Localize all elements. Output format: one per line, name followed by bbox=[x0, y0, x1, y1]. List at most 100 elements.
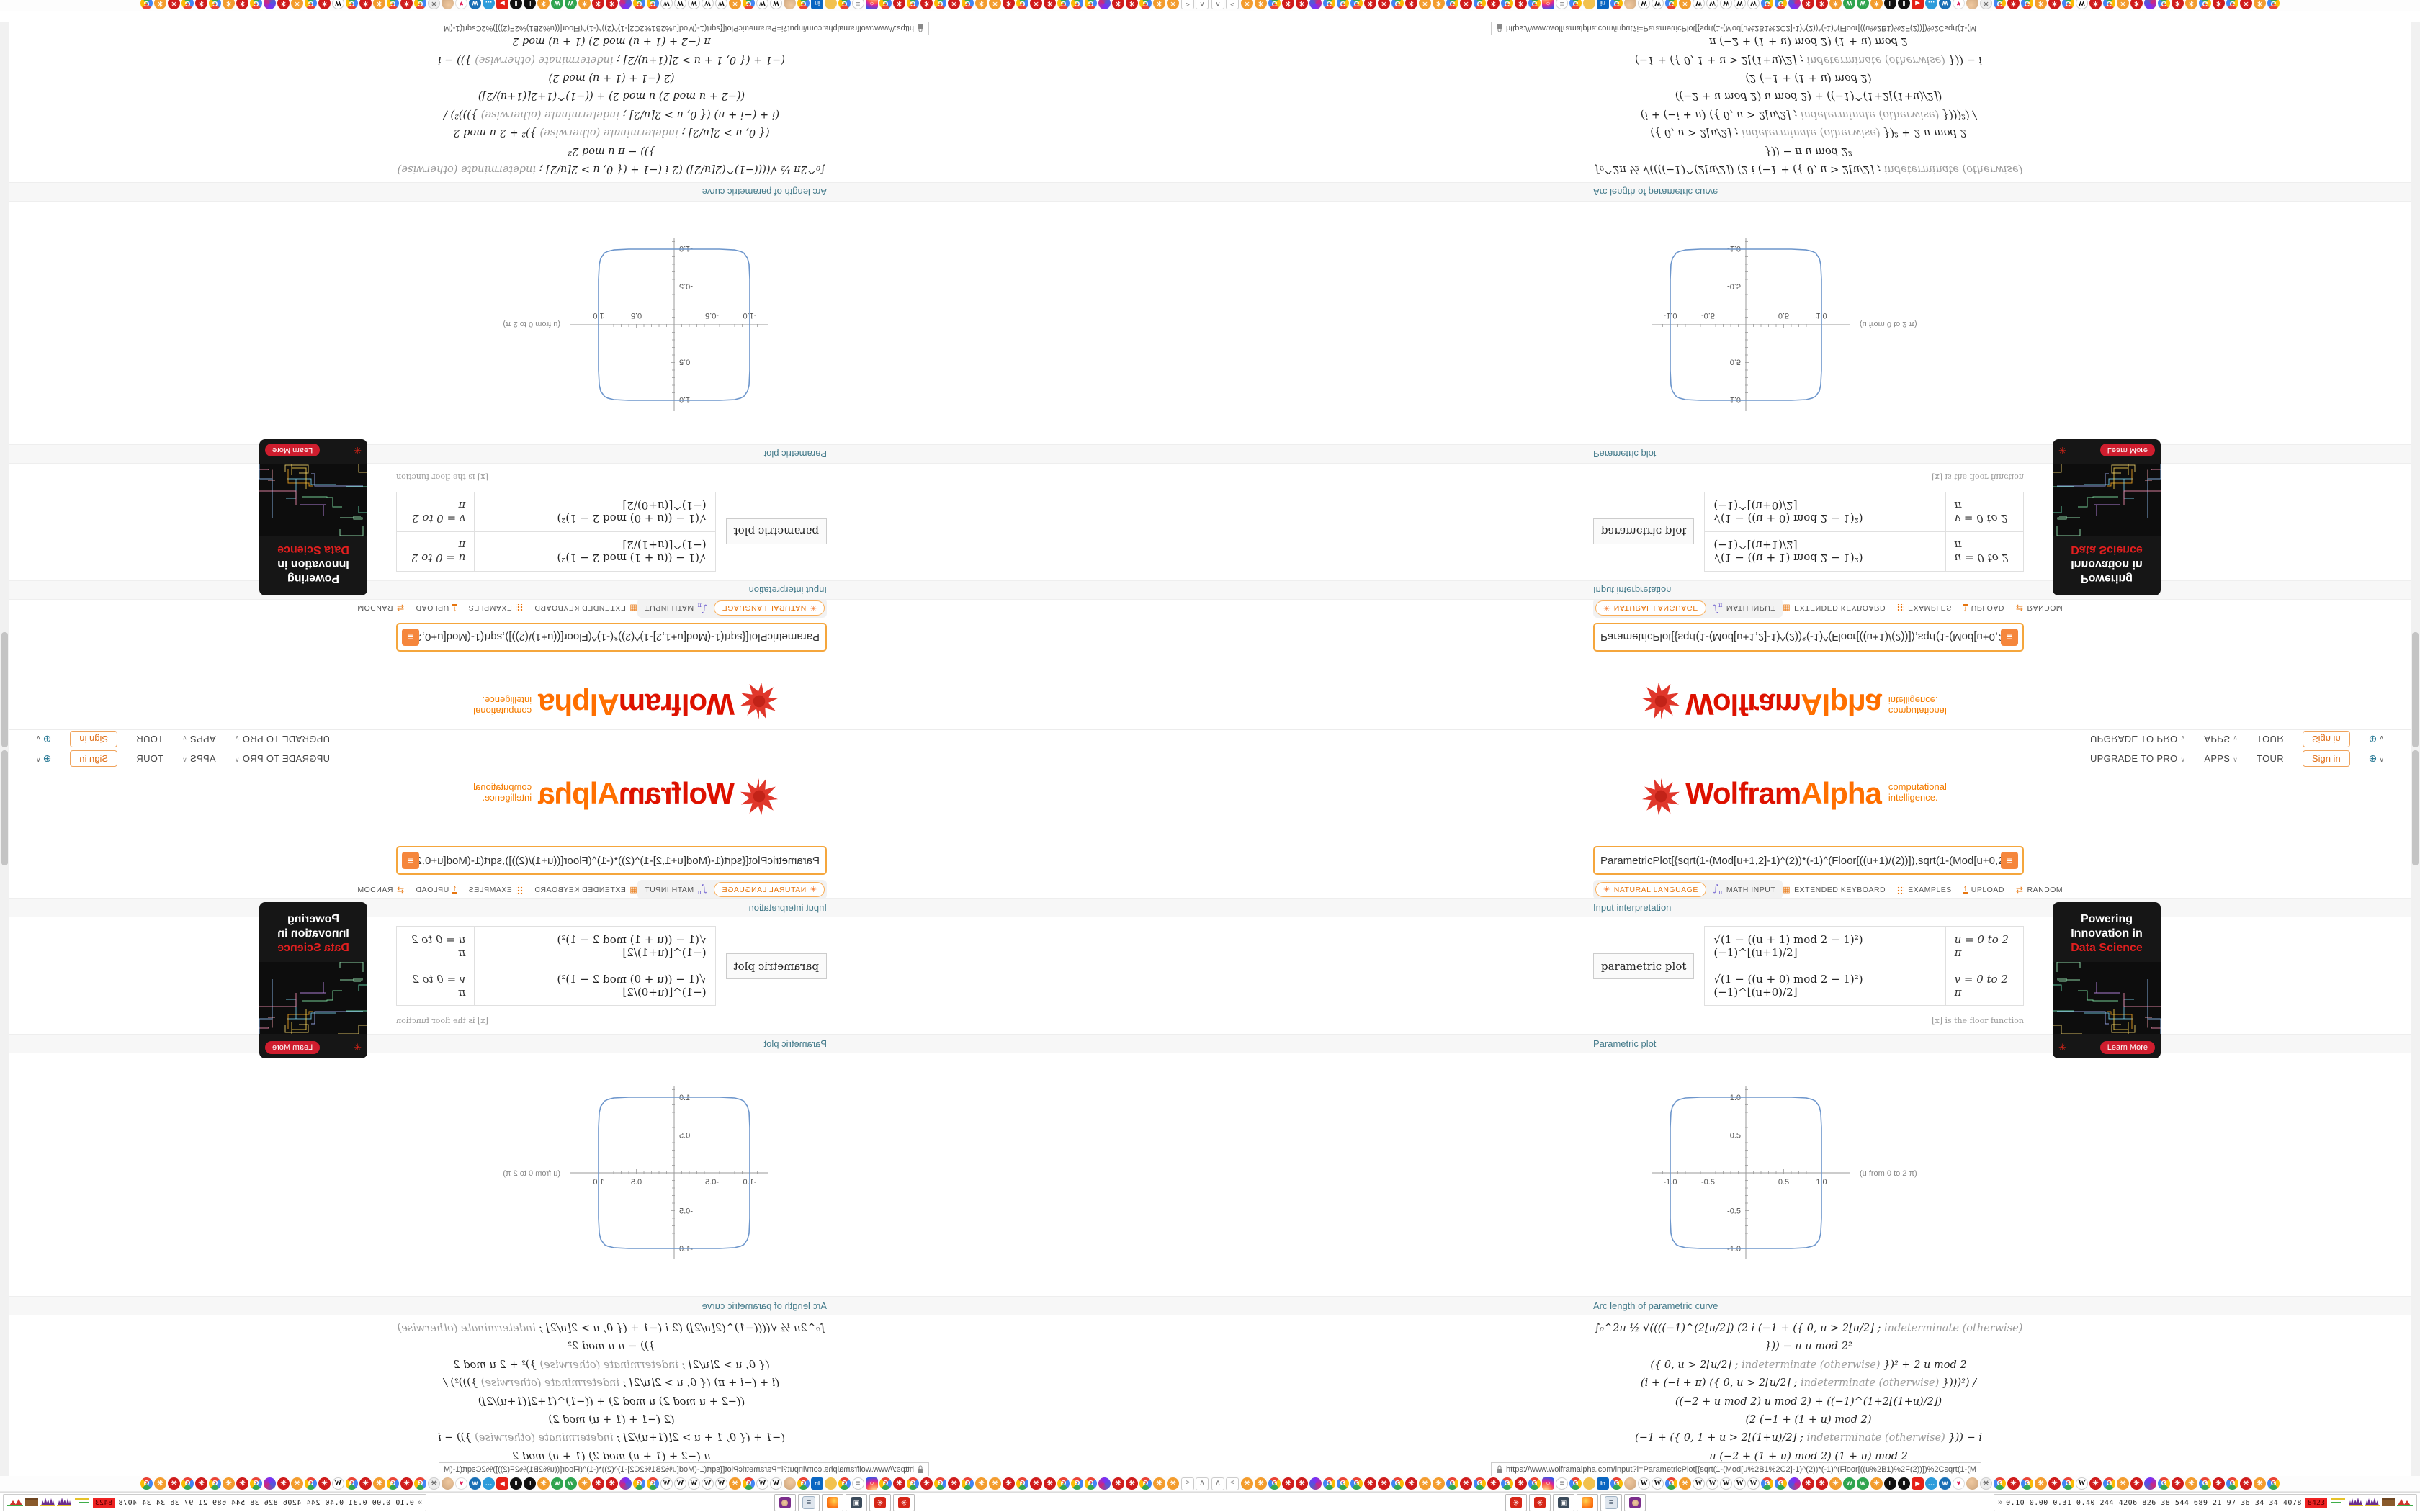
tab-favicon-sun[interactable]: ✳ bbox=[223, 0, 235, 9]
tab-favicon-google[interactable]: G bbox=[1569, 1477, 1582, 1490]
tab-favicon-red[interactable]: ✳ bbox=[592, 0, 604, 9]
tab-favicon-red[interactable]: ✳ bbox=[2213, 1477, 2225, 1490]
tab-favicon-google[interactable]: G bbox=[305, 1477, 317, 1490]
tab-favicon-red[interactable]: ✳ bbox=[2089, 0, 2102, 9]
tab-favicon-google[interactable]: G bbox=[1392, 1477, 1404, 1490]
tab-favicon-sun[interactable]: ✳ bbox=[1829, 0, 1842, 9]
tab-favicon-sun[interactable]: ✳ bbox=[1255, 0, 1267, 9]
tab-favicon-google[interactable]: G bbox=[907, 0, 919, 9]
language-globe-icon[interactable]: ⊕∨ bbox=[36, 752, 52, 764]
tab-favicon-wiki[interactable]: W bbox=[1720, 1477, 1732, 1490]
menu-apps[interactable]: APPS∨ bbox=[182, 734, 216, 745]
tab-favicon-google[interactable]: G bbox=[838, 1477, 851, 1490]
math-input-toggle[interactable]: ∫π MATH INPUT bbox=[1713, 602, 1776, 614]
tab-scroll-chevron[interactable]: ∧ bbox=[1196, 1477, 1209, 1490]
tab-favicon-google[interactable]: G bbox=[1071, 1477, 1083, 1490]
taskbar-app-monkey[interactable] bbox=[1624, 1494, 1646, 1511]
tab-favicon-sun[interactable]: ✳ bbox=[291, 0, 303, 9]
tab-favicon-wiki[interactable]: W bbox=[770, 0, 782, 9]
tab-favicon-google[interactable]: G bbox=[1994, 0, 2006, 9]
tab-favicon-red[interactable]: ✳ bbox=[359, 1477, 372, 1490]
tab-favicon-blob[interactable] bbox=[825, 1477, 837, 1490]
tab-favicon-wiki[interactable]: W bbox=[660, 1477, 673, 1490]
tab-favicon-red[interactable]: ✳ bbox=[1487, 0, 1500, 9]
tab-favicon-red[interactable]: ✳ bbox=[359, 0, 372, 9]
query-input[interactable]: ParametricPlot[{sqrt(1-(Mod[u+1,2]-1)^(2… bbox=[1593, 846, 2024, 875]
tab-favicon-sun[interactable]: ✳ bbox=[154, 0, 166, 9]
tab-scroll-chevron[interactable]: ∧ bbox=[1196, 0, 1209, 10]
wolframalpha-logo[interactable]: Wolfram Alpha computational intelligence. bbox=[473, 683, 778, 721]
tab-favicon-list[interactable]: ≡ bbox=[1556, 1477, 1568, 1490]
tab-favicon-google[interactable]: G bbox=[1323, 1477, 1335, 1490]
tab-favicon-google[interactable]: G bbox=[797, 1477, 810, 1490]
menu-upgrade-to-pro[interactable]: UPGRADE TO PRO∨ bbox=[2090, 734, 2185, 745]
scrollbar-thumb[interactable] bbox=[2412, 632, 2419, 747]
tab-favicon-red[interactable]: ✳ bbox=[606, 0, 618, 9]
tab-scroll-chevron[interactable]: < bbox=[1181, 0, 1194, 10]
tab-favicon-wiki[interactable]: W bbox=[1734, 0, 1746, 9]
tab-favicon-red[interactable]: ✳ bbox=[1030, 0, 1042, 9]
tab-favicon-sun[interactable]: ✳ bbox=[2185, 0, 2197, 9]
tab-favicon-red[interactable]: ✳ bbox=[1126, 0, 1138, 9]
examples-button[interactable]: EXAMPLES bbox=[468, 886, 523, 894]
tab-favicon-google[interactable]: G bbox=[797, 0, 810, 9]
tab-favicon-google[interactable]: G bbox=[1323, 0, 1335, 9]
ad-banner[interactable]: Powering Innovation in Data Science ✳ Le… bbox=[259, 439, 367, 595]
tab-favicon-sun[interactable]: ✳ bbox=[1167, 1477, 1179, 1490]
taskbar-app-firefox[interactable] bbox=[822, 1494, 843, 1511]
tab-favicon-google[interactable]: G bbox=[1775, 0, 1787, 9]
tab-favicon-avatar[interactable] bbox=[442, 0, 454, 9]
tab-favicon-wiki[interactable]: W bbox=[702, 0, 714, 9]
tab-favicon-google[interactable]: G bbox=[2021, 0, 2033, 9]
tab-favicon-sun[interactable]: ✳ bbox=[2035, 0, 2047, 9]
tab-scroll-chevron[interactable]: < bbox=[1226, 0, 1239, 10]
tab-favicon-red[interactable]: ✳ bbox=[1405, 1477, 1417, 1490]
tab-favicon-red[interactable]: ✳ bbox=[236, 1477, 248, 1490]
wolframalpha-logo[interactable]: Wolfram Alpha computational intelligence. bbox=[1642, 776, 1947, 815]
tab-favicon-google[interactable]: G bbox=[1057, 1477, 1070, 1490]
tab-favicon-avatar[interactable] bbox=[1624, 1477, 1636, 1490]
tab-favicon-sun[interactable]: ✳ bbox=[989, 1477, 1001, 1490]
tab-favicon-red[interactable]: ✳ bbox=[1816, 1477, 1828, 1490]
scrollbar[interactable] bbox=[2411, 749, 2420, 1476]
tab-favicon-chat[interactable]: … bbox=[483, 0, 495, 9]
tab-favicon-red[interactable]: ✳ bbox=[1364, 0, 1376, 9]
language-globe-icon[interactable]: ⊕∨ bbox=[2368, 752, 2384, 764]
taskbar-app-red-gear[interactable]: ✳ bbox=[893, 1494, 915, 1511]
tab-favicon-avatar[interactable] bbox=[784, 0, 796, 9]
tab-favicon-red[interactable]: ✳ bbox=[1003, 1477, 1015, 1490]
tab-favicon-sun[interactable]: ✳ bbox=[1241, 1477, 1253, 1490]
wolframalpha-logo[interactable]: Wolfram Alpha computational intelligence. bbox=[1642, 683, 1947, 721]
tab-favicon-red[interactable]: ✳ bbox=[1515, 0, 1527, 9]
tab-favicon-google[interactable]: G bbox=[1016, 0, 1028, 9]
tab-favicon-google[interactable]: G bbox=[2158, 0, 2170, 9]
tab-favicon-red[interactable]: ✳ bbox=[2240, 1477, 2252, 1490]
tab-favicon-google[interactable]: G bbox=[2062, 0, 2074, 9]
tab-favicon-swirl[interactable] bbox=[1098, 1477, 1111, 1490]
tab-favicon-red[interactable]: ✳ bbox=[1282, 0, 1294, 9]
math-input-toggle[interactable]: ∫π MATH INPUT bbox=[1713, 883, 1776, 896]
taskbar-app-scroll[interactable]: ≡ bbox=[798, 1494, 820, 1511]
tab-favicon-google[interactable]: G bbox=[1337, 1477, 1349, 1490]
tab-favicon-chat[interactable]: … bbox=[1925, 1477, 1937, 1490]
tab-favicon-red[interactable]: ✳ bbox=[1802, 0, 1814, 9]
tab-favicon-google[interactable]: G bbox=[250, 1477, 262, 1490]
tab-favicon-google[interactable]: G bbox=[1528, 1477, 1541, 1490]
tab-favicon-swirl[interactable] bbox=[1788, 1477, 1801, 1490]
taskbar-app-red-gear[interactable]: ✳ bbox=[869, 1494, 891, 1511]
chevron-icon[interactable]: » bbox=[417, 1498, 423, 1507]
tab-favicon-google[interactable]: G bbox=[743, 0, 755, 9]
tab-favicon-black[interactable]: ‖ bbox=[1898, 0, 1910, 9]
tab-favicon-sun[interactable]: ✳ bbox=[373, 0, 385, 9]
tab-favicon-wiki[interactable]: W bbox=[702, 1477, 714, 1490]
tab-favicon-wiki[interactable]: W bbox=[2076, 0, 2088, 9]
tab-favicon-red[interactable]: ✳ bbox=[236, 0, 248, 9]
random-button[interactable]: ⇄ RANDOM bbox=[2015, 603, 2063, 613]
examples-button[interactable]: EXAMPLES bbox=[1897, 886, 1952, 894]
tab-favicon-sun[interactable]: ✳ bbox=[154, 1477, 166, 1490]
tab-favicon-wiki[interactable]: W bbox=[1706, 1477, 1718, 1490]
tab-favicon-wiki[interactable]: W bbox=[688, 1477, 700, 1490]
tab-favicon-google[interactable]: G bbox=[1610, 0, 1623, 9]
tab-favicon-sun[interactable]: ✳ bbox=[1153, 0, 1165, 9]
examples-button[interactable]: EXAMPLES bbox=[468, 604, 523, 613]
